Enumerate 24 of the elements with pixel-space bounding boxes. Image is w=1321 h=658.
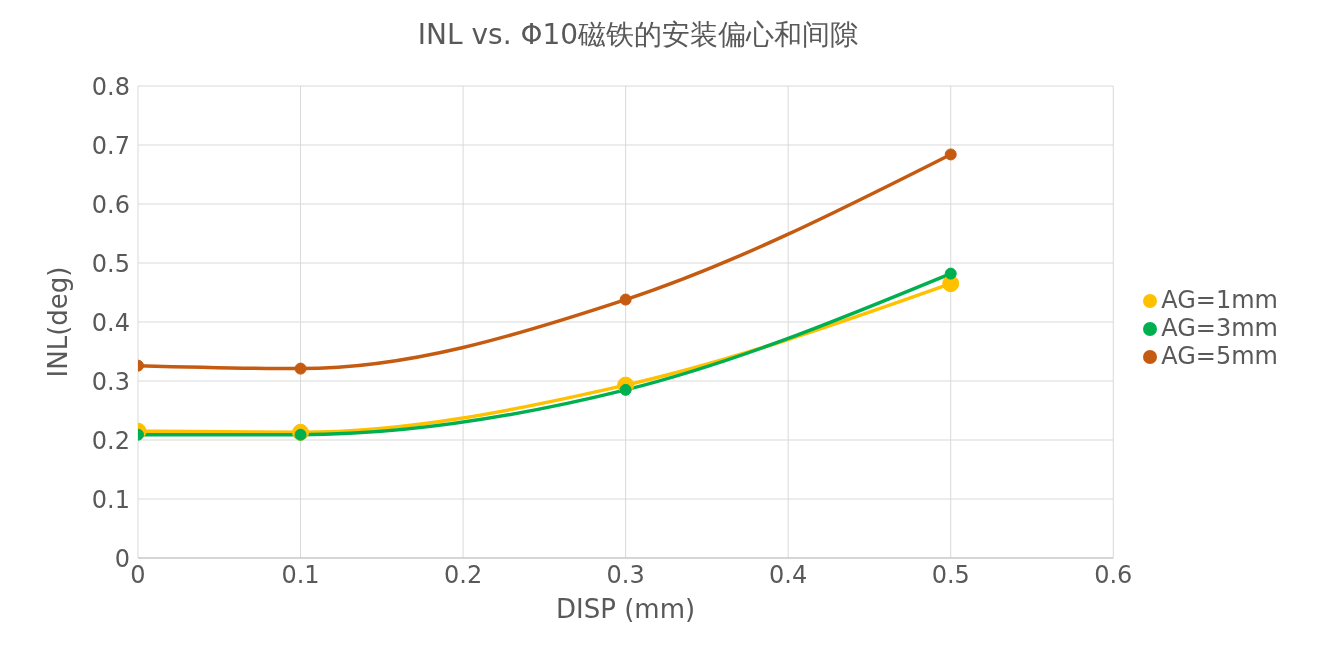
x-tick-label: 0.1: [281, 561, 320, 590]
legend-label: AG=5mm: [1161, 342, 1278, 370]
y-tick-label: 0.8: [91, 72, 130, 101]
y-tick-label: 0.5: [91, 249, 130, 278]
x-tick-label: 0.4: [769, 561, 808, 590]
x-axis-title: DISP (mm): [556, 594, 696, 624]
y-tick-label: 0.4: [91, 308, 130, 337]
point: [294, 362, 307, 375]
y-tick-label: 0.3: [91, 367, 130, 396]
y-tick-label: 0.1: [91, 485, 130, 514]
x-tick-label: 0.3: [606, 561, 645, 590]
point: [944, 267, 957, 280]
y-axis-title: INL(deg): [43, 266, 74, 378]
point: [944, 148, 957, 161]
x-tick-label: 0.6: [1094, 561, 1133, 590]
y-tick-label: 0.2: [91, 426, 130, 455]
point: [619, 293, 632, 306]
legend-label: AG=1mm: [1161, 286, 1278, 314]
x-tick-label: 0.5: [931, 561, 970, 590]
y-tick-label: 0.7: [91, 131, 130, 160]
y-tick-label: 0.6: [91, 190, 130, 219]
legend-label: AG=3mm: [1161, 314, 1278, 342]
x-tick-label: 0.2: [444, 561, 483, 590]
chart-title: INL vs. Φ10磁铁的安装偏心和间隙: [416, 17, 860, 53]
